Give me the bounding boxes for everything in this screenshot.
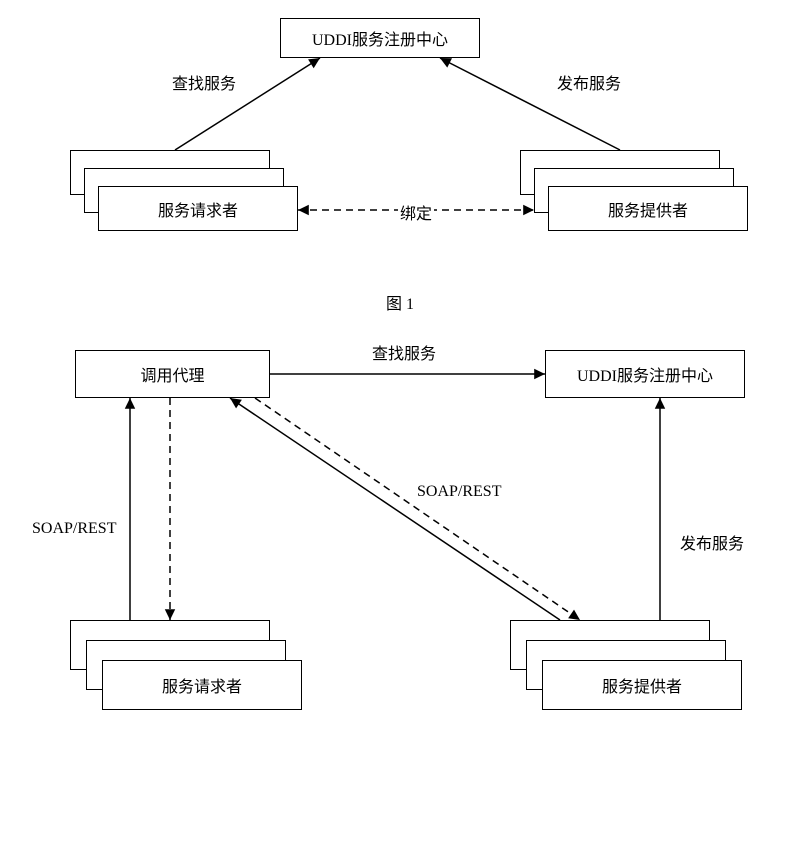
bottom-arrow-label: 绑定 [398,200,434,224]
left-arrow-label: 查找服务 [170,70,238,94]
agent-box: 调用代理 [75,350,270,398]
uddi-box: UDDI服务注册中心 [280,18,480,58]
requester-box-2: 服务请求者 [102,660,302,710]
right-arrow-label: 发布服务 [555,70,623,94]
figure-2: 调用代理 UDDI服务注册中心服务请求者 服务提供者 查找服务发布服务 SOAP/RES… [0,330,800,760]
diagonal-label: SOAP/REST [415,483,503,501]
provider-box-2: 服务提供者 [542,660,742,710]
figure-1: UDDI服务注册中心服务请求者 服务提供者 查找服务 发布服务绑定图 1 [0,0,800,330]
left-label: SOAP/REST [30,520,118,538]
right-arrow-label: 发布服务 [678,530,746,554]
provider-box-2: 服务提供者 [548,186,748,231]
requester-box-2: 服务请求者 [98,186,298,231]
uddi-box: UDDI服务注册中心 [545,350,745,398]
top-arrow-label: 查找服务 [370,340,438,364]
figure-1-caption: 图 1 [0,290,800,314]
